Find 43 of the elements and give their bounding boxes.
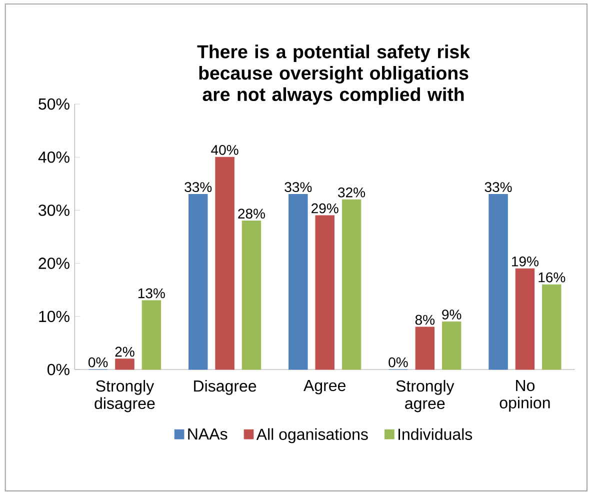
x-tick-label: Strongly agree — [396, 380, 454, 412]
legend-label: Individuals — [398, 428, 472, 440]
bar — [242, 220, 262, 370]
bar — [342, 199, 362, 370]
data-label: 28% — [238, 208, 265, 219]
data-label: 16% — [538, 272, 566, 282]
y-tick-label: 40% — [38, 152, 70, 163]
data-label: 0% — [88, 357, 108, 368]
x-tick-label: Disagree — [194, 380, 256, 395]
bar — [315, 215, 334, 370]
y-tick-label: 10% — [39, 310, 70, 322]
bar — [115, 358, 134, 370]
data-label: 13% — [138, 288, 165, 298]
legend-label: NAAs — [188, 428, 228, 440]
bar — [142, 300, 162, 370]
data-label: 8% — [415, 314, 435, 325]
y-tick-label: 50% — [38, 98, 70, 110]
y-tick-label: 30% — [38, 204, 70, 216]
bar — [288, 194, 308, 370]
legend-label: All oganisations — [256, 428, 368, 444]
data-label: 33% — [284, 182, 312, 192]
chart-title: There is a potential safety risk because oversight obligations are not always complied with — [197, 44, 470, 105]
x-tick-label: Agree — [304, 380, 346, 394]
data-label: 33% — [184, 182, 212, 192]
data-label: 40% — [211, 145, 238, 155]
data-label: 19% — [512, 256, 538, 266]
bar — [415, 326, 435, 370]
bar — [488, 194, 508, 370]
bar — [215, 156, 234, 370]
x-tick-label: No opinion — [500, 380, 550, 412]
data-label: 29% — [312, 203, 338, 214]
data-label: 2% — [115, 346, 134, 357]
y-tick-label: 20% — [38, 258, 70, 270]
data-label: 9% — [442, 310, 462, 320]
y-tick-label: 0% — [47, 364, 70, 376]
data-label: 0% — [388, 357, 408, 368]
bar — [188, 194, 208, 370]
data-label: 33% — [484, 182, 512, 192]
data-label: 32% — [338, 187, 366, 198]
bar — [515, 268, 535, 370]
bar — [442, 322, 462, 370]
bar — [542, 284, 562, 370]
x-tick-label: Strongly disagree — [94, 380, 155, 412]
